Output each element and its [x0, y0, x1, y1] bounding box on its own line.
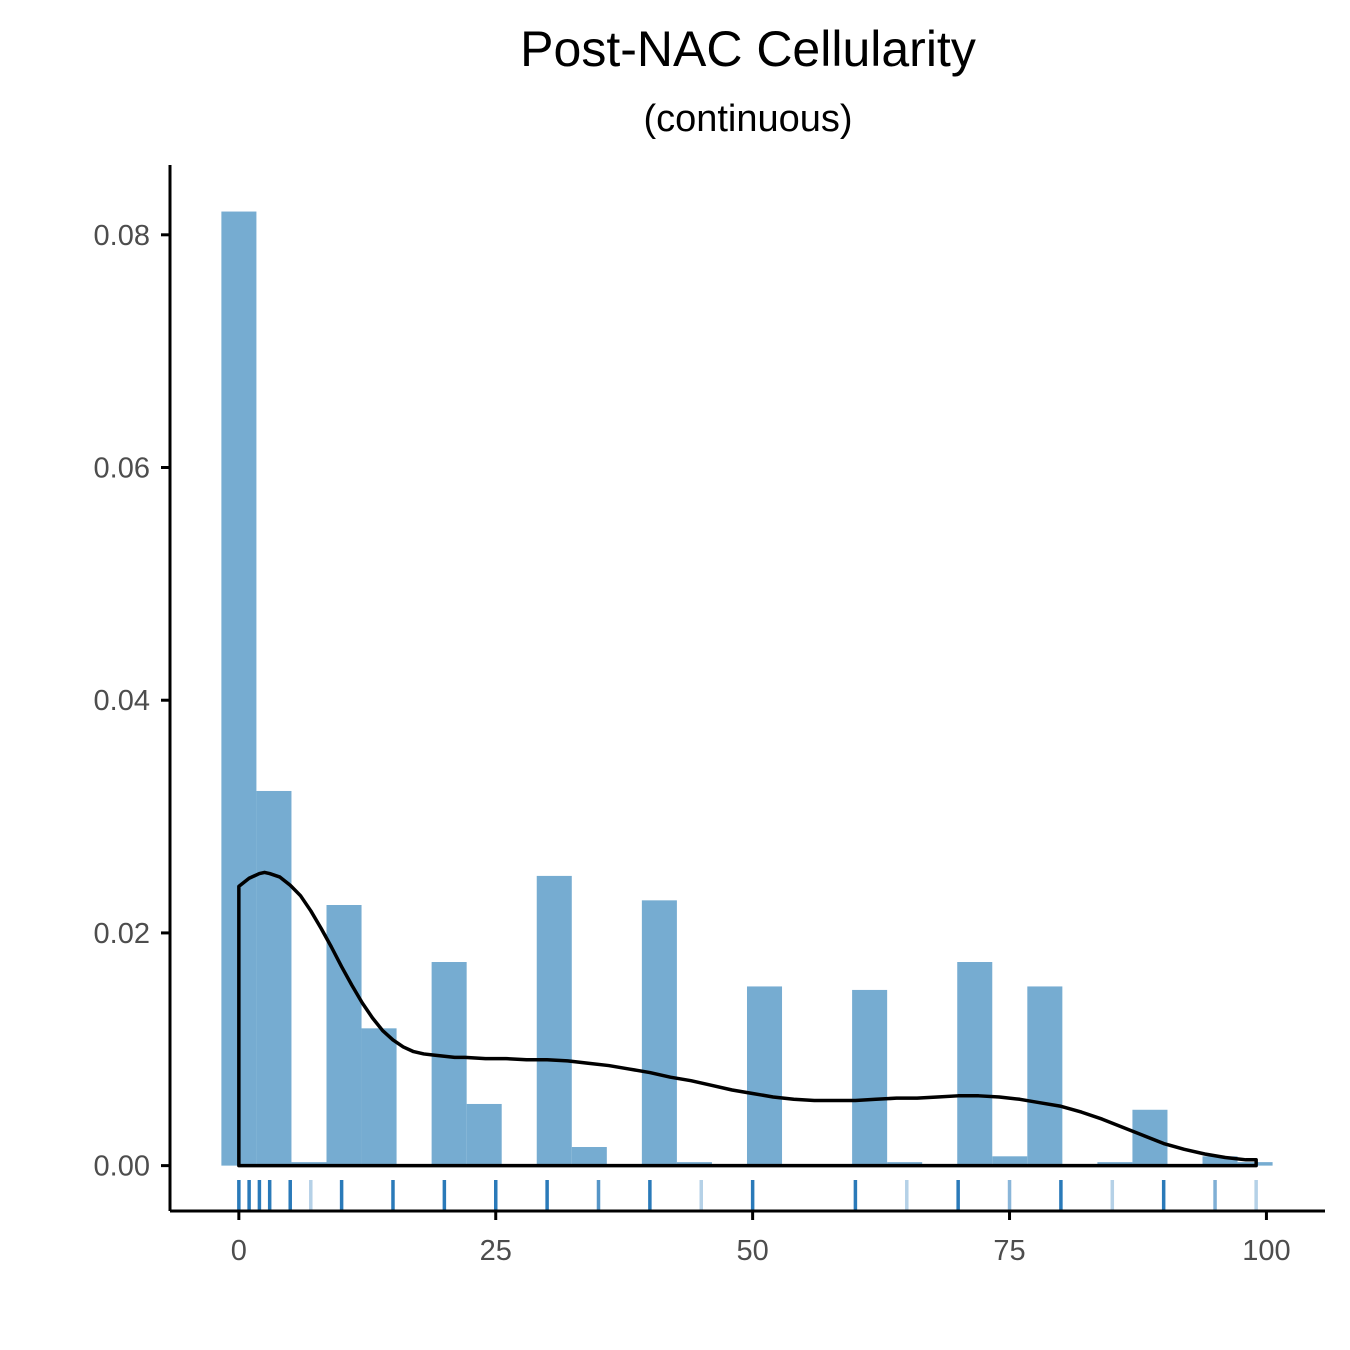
histogram-bar-23: [1027, 986, 1063, 1166]
histogram-bar-15: [746, 986, 783, 1166]
density-layer: [237, 870, 1258, 1168]
y-tick-label: 0.02: [94, 918, 150, 950]
histogram-bar-28: [1202, 1156, 1238, 1166]
x-tick-label: 50: [737, 1235, 769, 1267]
y-tick-label: 0.06: [94, 453, 150, 485]
x-tick-label: 25: [480, 1235, 512, 1267]
histogram-bar-7: [466, 1103, 502, 1166]
histogram-bar-12: [641, 900, 677, 1166]
y-tick-label: 0.08: [94, 220, 150, 252]
histogram-bar-4: [361, 1028, 397, 1166]
density-curve: [237, 870, 1258, 1168]
chart-subtitle: (continuous): [643, 98, 852, 140]
histogram-bar-10: [571, 1147, 607, 1166]
histogram-bars: [221, 211, 1273, 1166]
y-tick-label: 0.00: [94, 1151, 150, 1183]
histogram-bar-21: [957, 962, 993, 1166]
x-tick-label: 75: [993, 1235, 1025, 1267]
chart-title: Post-NAC Cellularity: [520, 21, 976, 77]
x-tick-label: 0: [231, 1235, 247, 1267]
histogram-bar-6: [431, 962, 467, 1166]
rug-marks: [237, 1180, 1258, 1212]
y-tick-label: 0.04: [94, 685, 150, 717]
x-tick-label: 100: [1242, 1235, 1290, 1267]
histogram-bar-18: [852, 989, 888, 1166]
axes: 0.00 0.02 0.04 0.06 0.08 0 25 50 75 100: [94, 165, 1325, 1267]
histogram-bar-22: [992, 1156, 1028, 1166]
histogram-bar-9: [536, 875, 572, 1166]
histogram-bar-1: [256, 790, 292, 1166]
